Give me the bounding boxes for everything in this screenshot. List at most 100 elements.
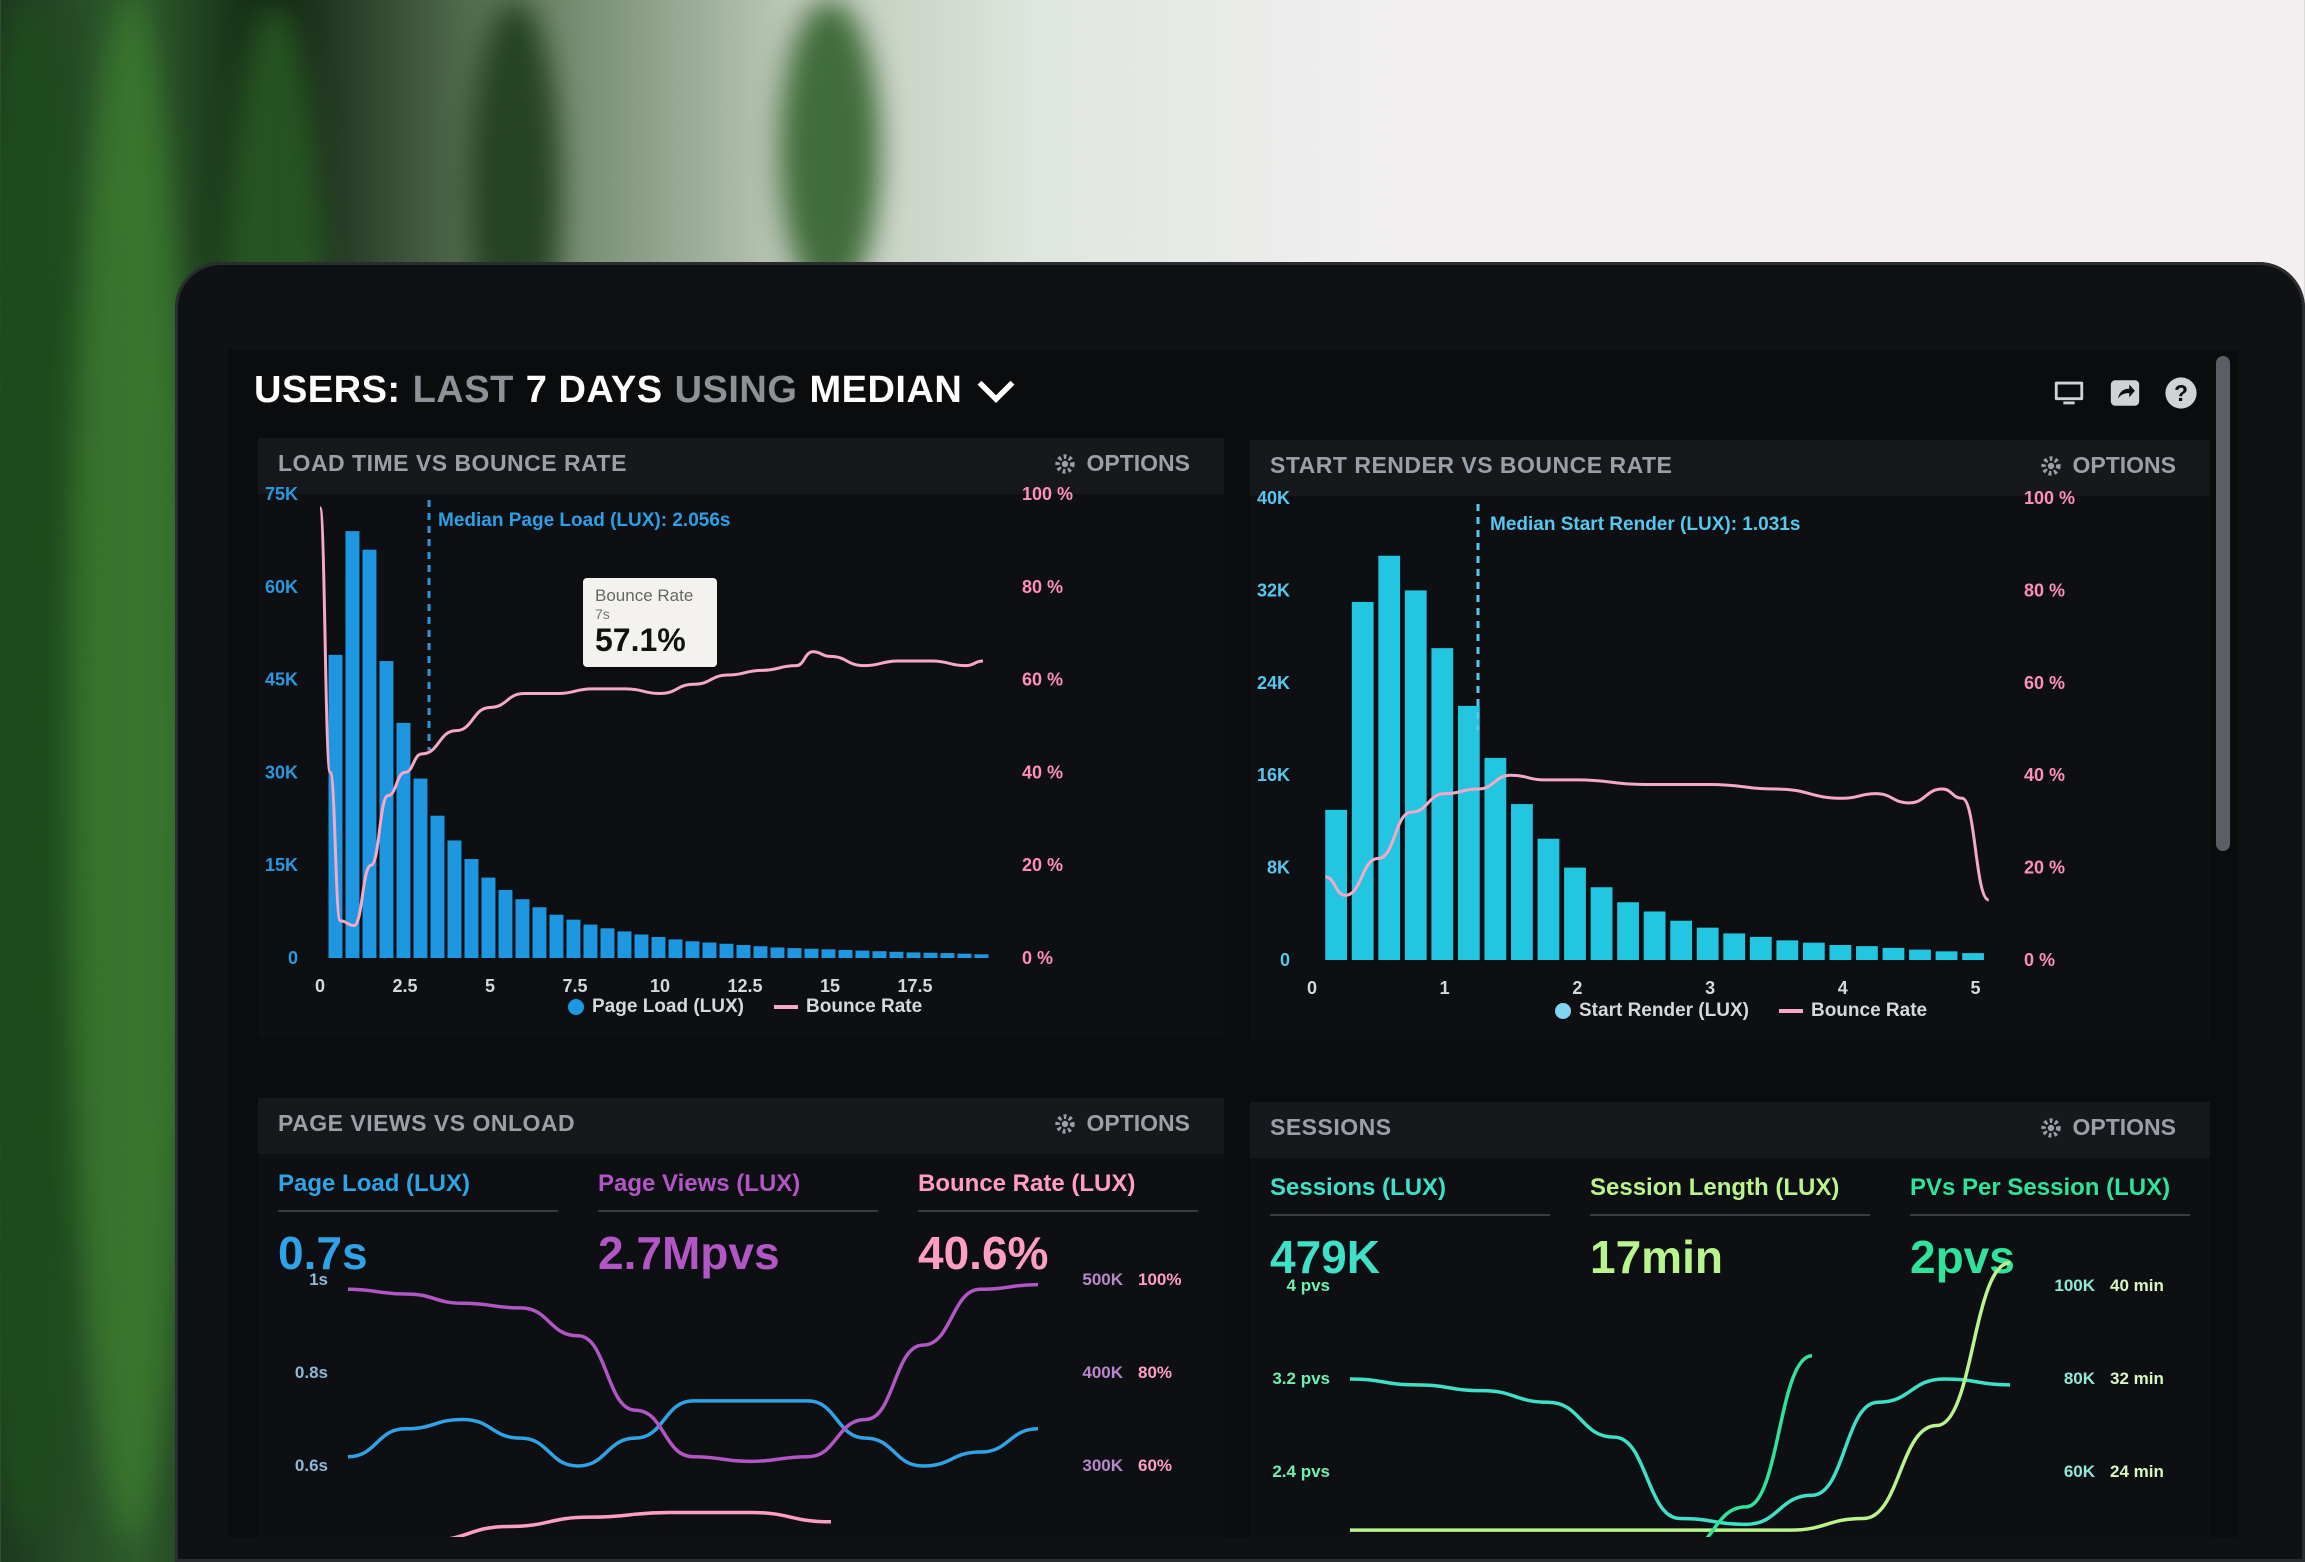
legend-item-page-load[interactable]: Page Load (LUX) <box>568 996 744 1018</box>
legend-item-bounce[interactable]: Bounce Rate <box>774 996 922 1018</box>
options-button[interactable]: OPTIONS <box>2040 1114 2176 1141</box>
options-label: OPTIONS <box>1086 450 1190 476</box>
options-button[interactable]: OPTIONS <box>1054 1110 1190 1137</box>
options-button[interactable]: OPTIONS <box>2040 452 2176 479</box>
stat-pvs-per-session[interactable]: PVs Per Session (LUX) 2pvs <box>1910 1174 2190 1284</box>
y-tick-right-a: 400K <box>1082 1363 1123 1382</box>
y-tick-left: 32K <box>1257 580 1290 600</box>
dashboard-title[interactable]: USERS: LAST 7 DAYS USING MEDIAN <box>254 368 1018 412</box>
gear-icon <box>2041 455 2062 476</box>
x-tick: 15 <box>820 976 840 996</box>
x-tick: 12.5 <box>727 976 762 996</box>
y-tick-right: 0 % <box>2024 950 2055 970</box>
y-tick-right: 20 % <box>2024 858 2065 878</box>
legend-item-start-render[interactable]: Start Render (LUX) <box>1555 1000 1749 1022</box>
histogram-bar <box>889 951 904 958</box>
y-tick-left: 0.8s <box>295 1363 328 1382</box>
stat-label: Page Load (LUX) <box>278 1170 558 1212</box>
histogram-bar <box>821 949 836 958</box>
y-tick-right: 100 % <box>2024 488 2075 508</box>
legend-swatch <box>1778 1009 1803 1013</box>
histogram-bar <box>1457 705 1480 960</box>
options-button[interactable]: OPTIONS <box>1054 450 1190 477</box>
share-icon[interactable] <box>2108 376 2142 410</box>
bounce-tooltip: Bounce Rate 7s 57.1% <box>583 578 717 667</box>
scrollbar[interactable] <box>2216 356 2230 851</box>
y-tick-right: 40 % <box>1022 762 1063 782</box>
panel-header: PAGE VIEWS VS ONLOAD OPTIONS <box>258 1098 1224 1154</box>
histogram-bar <box>685 941 700 958</box>
histogram-bar <box>753 946 768 958</box>
histogram-bar <box>549 914 564 958</box>
y-tick-left: 0 <box>288 948 298 968</box>
y-tick-right-a: 80K <box>2064 1369 2096 1388</box>
chart-load-bounce: 75K 60K 45K 30K 15K 0 100 % 80 % 60 % 40 % 20 % 0 %… <box>265 484 1073 996</box>
legend-label: Start Render (LUX) <box>1579 1000 1749 1021</box>
panel-header: START RENDER VS BOUNCE RATE OPTIONS <box>1250 440 2210 496</box>
help-icon[interactable]: ? <box>2164 376 2198 410</box>
monitor-icon[interactable] <box>2052 376 2086 410</box>
y-tick-right-b: 32 min <box>2110 1369 2164 1388</box>
options-label: OPTIONS <box>1086 1110 1190 1136</box>
panel-sessions: SESSIONS OPTIONS Sessions (LUX) 479K Ses… <box>1250 1102 2210 1537</box>
histogram-bar <box>1537 838 1560 960</box>
tooltip-value: 57.1% <box>595 622 686 658</box>
x-tick: 5 <box>1970 978 1980 998</box>
series-line <box>347 1282 1039 1464</box>
panel-title: LOAD TIME VS BOUNCE RATE <box>278 450 627 476</box>
y-tick-right: 60 % <box>1022 670 1063 690</box>
stat-page-views[interactable]: Page Views (LUX) 2.7Mpvs <box>598 1170 878 1280</box>
histogram-bar <box>736 945 751 958</box>
stat-label: Page Views (LUX) <box>598 1170 878 1212</box>
x-tick: 2 <box>1572 978 1582 998</box>
y-tick-left: 0.6s <box>295 1456 328 1475</box>
stat-page-load[interactable]: Page Load (LUX) 0.7s <box>278 1170 558 1280</box>
histogram-bar <box>1749 936 1772 960</box>
panel-load-bounce: LOAD TIME VS BOUNCE RATE OPTIONS 75K 60K 4… <box>258 438 1224 1038</box>
histogram-bar <box>1511 804 1533 960</box>
dashboard-screen: USERS: LAST 7 DAYS USING MEDIAN ? LOAD T… <box>228 350 2238 1537</box>
legend-swatch <box>1555 1003 1571 1019</box>
x-tick: 0 <box>315 976 325 996</box>
histogram-bar <box>838 949 853 958</box>
y-tick-left: 1s <box>309 1270 328 1289</box>
histogram-bar <box>855 950 870 958</box>
histogram-bar <box>447 840 462 958</box>
stat-value: 2.7Mpvs <box>598 1227 780 1279</box>
histogram-bar <box>1484 757 1507 960</box>
stat-sessions[interactable]: Sessions (LUX) 479K <box>1270 1174 1550 1284</box>
histogram-bar <box>600 928 615 958</box>
histogram-bar <box>940 953 955 958</box>
bounce-rate-line <box>318 506 984 928</box>
median-annotation: Median Start Render (LUX): 1.031s <box>1490 514 1801 535</box>
bounce-rate-line <box>1324 773 1990 902</box>
gear-icon <box>1055 1113 1076 1134</box>
x-tick: 4 <box>1838 978 1848 998</box>
histogram-bar <box>1776 940 1799 960</box>
tooltip-sub: 7s <box>595 606 610 622</box>
y-tick-right: 80 % <box>1022 577 1063 597</box>
histogram-bar <box>1909 949 1931 960</box>
plant-leaf-5 <box>780 0 880 300</box>
stat-value: 40.6% <box>918 1227 1049 1279</box>
stat-bounce-rate[interactable]: Bounce Rate (LUX) 40.6% <box>918 1170 1198 1280</box>
chevron-down-icon[interactable] <box>974 368 1018 412</box>
histogram-bar <box>464 859 479 958</box>
stat-session-length[interactable]: Session Length (LUX) 17min <box>1590 1174 1870 1284</box>
y-tick-left: 75K <box>265 484 298 504</box>
histogram-bar <box>770 947 785 958</box>
histogram-bar <box>1404 590 1427 960</box>
legend-item-bounce[interactable]: Bounce Rate <box>1778 1000 1927 1022</box>
y-tick-left: 0 <box>1280 950 1290 970</box>
legend: Page Load (LUX) Bounce Rate <box>568 996 922 1018</box>
options-label: OPTIONS <box>2072 1114 2176 1140</box>
y-tick-left: 24K <box>1257 673 1290 693</box>
legend: Start Render (LUX) Bounce Rate <box>1555 1000 1927 1022</box>
stat-value: 2pvs <box>1910 1231 2015 1283</box>
histogram-bar <box>719 943 734 958</box>
y-tick-right-b: 80% <box>1138 1363 1172 1382</box>
title-range: 7 DAYS <box>525 368 663 411</box>
series-line <box>1705 1354 1813 1537</box>
panel-header: LOAD TIME VS BOUNCE RATE OPTIONS <box>258 438 1224 494</box>
histogram-bar <box>1962 953 1984 960</box>
